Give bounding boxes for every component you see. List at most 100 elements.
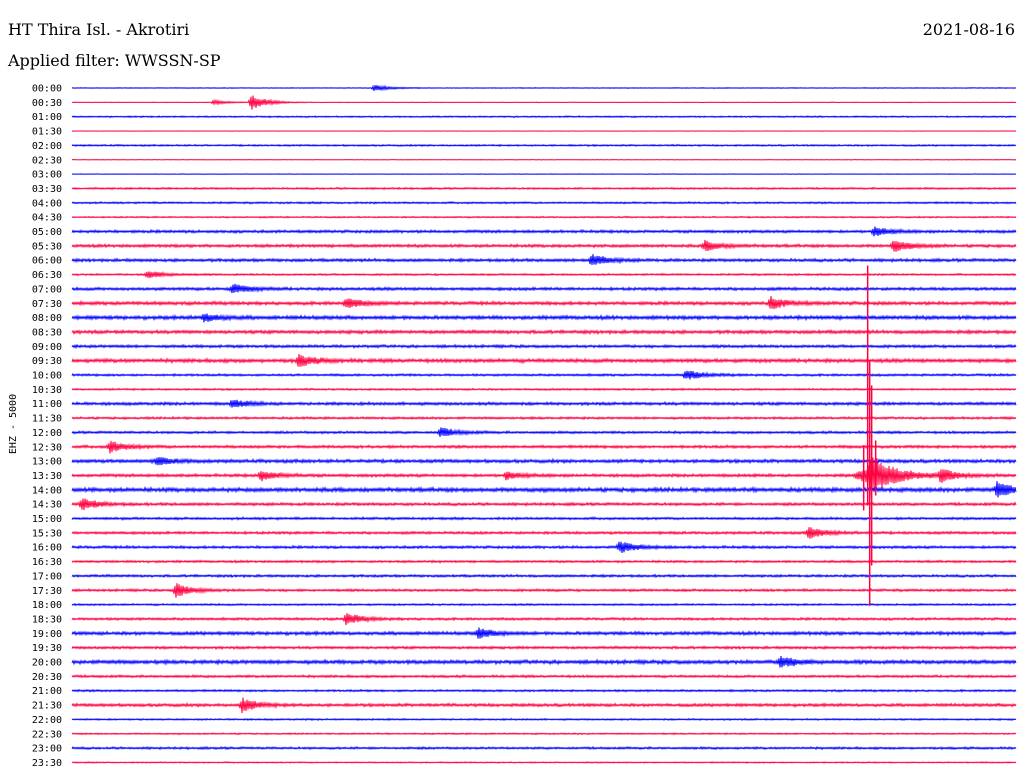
- time-tick-label: 22:30: [32, 729, 62, 740]
- time-tick-label: 09:00: [32, 342, 62, 353]
- time-tick-label: 10:30: [32, 385, 62, 396]
- trace-line: [71, 717, 1017, 722]
- time-tick-label: 06:00: [32, 256, 62, 267]
- time-tick-label: 03:00: [32, 170, 62, 181]
- trace-line: [71, 173, 1017, 175]
- date-label: 2021-08-16: [922, 20, 1015, 39]
- trace-line: [71, 456, 1017, 466]
- trace-line: [71, 573, 1017, 579]
- time-tick-label: 21:00: [32, 686, 62, 697]
- time-tick-label: 20:30: [32, 672, 62, 683]
- time-tick-label: 13:30: [32, 471, 62, 482]
- time-tick-label: 05:30: [32, 241, 62, 252]
- trace-line: [71, 645, 1017, 651]
- trace-line: [71, 343, 1017, 350]
- time-tick-label: 03:30: [32, 184, 62, 195]
- trace-line: [71, 399, 1017, 408]
- time-tick-label: 01:30: [32, 127, 62, 138]
- trace-line: [71, 559, 1017, 564]
- time-tick-label: 00:30: [32, 98, 62, 109]
- trace-line: [71, 583, 1017, 598]
- trace-line: [71, 370, 1017, 380]
- time-tick-label: 22:00: [32, 715, 62, 726]
- trace-line: [71, 328, 1017, 336]
- trace-line: [71, 95, 1017, 110]
- trace-line: [71, 516, 1017, 521]
- time-tick-label: 11:00: [32, 399, 62, 410]
- time-tick-label: 04:30: [32, 213, 62, 224]
- trace-line: [71, 761, 1017, 764]
- trace-line: [71, 688, 1017, 693]
- time-tick-label: 16:30: [32, 557, 62, 568]
- time-tick-label: 14:30: [32, 500, 62, 511]
- time-tick-label: 07:00: [32, 284, 62, 295]
- time-tick-label: 19:30: [32, 643, 62, 654]
- trace-line: [71, 84, 1017, 92]
- trace-line: [71, 226, 1017, 237]
- trace-line: [71, 143, 1017, 148]
- time-tick-label: 13:00: [32, 457, 62, 468]
- trace-line: [71, 186, 1017, 191]
- time-tick-label: 23:00: [32, 744, 62, 755]
- trace-line: [71, 627, 1017, 639]
- time-tick-label: 17:30: [32, 586, 62, 597]
- time-tick-label: 05:00: [32, 227, 62, 238]
- time-tick-label: 12:30: [32, 442, 62, 453]
- time-tick-label: 16:00: [32, 543, 62, 554]
- channel-label: EHZ - 5000: [8, 394, 19, 454]
- station-title: HT Thira Isl. - Akrotiri: [8, 20, 190, 39]
- trace-line: [71, 697, 1017, 714]
- time-tick-label: 21:30: [32, 701, 62, 712]
- trace-line: [71, 440, 1017, 454]
- trace-line: [71, 296, 1017, 310]
- trace-line: [71, 732, 1017, 736]
- time-tick-label: 17:00: [32, 571, 62, 582]
- trace-line: [71, 239, 1017, 252]
- time-tick-label: 10:00: [32, 371, 62, 382]
- time-tick-label: 23:30: [32, 758, 62, 769]
- time-tick-label: 20:00: [32, 658, 62, 669]
- time-tick-label: 08:00: [32, 313, 62, 324]
- trace-line: [71, 498, 1017, 511]
- time-tick-label: 00:00: [32, 84, 62, 95]
- trace-line: [71, 254, 1017, 265]
- trace-line: [71, 602, 1017, 607]
- time-tick-labels: 00:00 00:30 01:00 01:30 02:00 02:30 03:00 03:30…: [32, 84, 62, 769]
- trace-line: [71, 283, 1017, 294]
- trace-line: [71, 158, 1017, 161]
- trace-line: [71, 387, 1017, 392]
- time-tick-label: 09:30: [32, 356, 62, 367]
- time-tick-label: 07:30: [32, 299, 62, 310]
- time-tick-label: 18:00: [32, 600, 62, 611]
- time-tick-label: 02:30: [32, 155, 62, 166]
- trace-line: [71, 200, 1017, 205]
- trace-line: [71, 541, 1017, 553]
- trace-group: [71, 84, 1017, 764]
- trace-line: [71, 415, 1017, 421]
- trace-line: [71, 313, 1017, 323]
- trace-line: [71, 527, 1017, 539]
- trace-line: [71, 353, 1017, 367]
- trace-line: [71, 673, 1017, 679]
- trace-line: [71, 745, 1017, 751]
- trace-line: [71, 115, 1017, 119]
- time-tick-label: 15:00: [32, 514, 62, 525]
- time-tick-label: 14:00: [32, 485, 62, 496]
- time-tick-label: 04:00: [32, 198, 62, 209]
- trace-line: [71, 481, 1017, 498]
- time-tick-label: 18:30: [32, 614, 62, 625]
- trace-line: [71, 655, 1017, 668]
- trace-line: [71, 457, 1017, 499]
- trace-line: [71, 613, 1017, 626]
- time-tick-label: 15:30: [32, 528, 62, 539]
- trace-line: [71, 270, 1017, 279]
- time-tick-label: 02:00: [32, 141, 62, 152]
- time-tick-label: 06:30: [32, 270, 62, 281]
- time-tick-label: 11:30: [32, 414, 62, 425]
- trace-line: [71, 215, 1017, 219]
- time-tick-label: 08:30: [32, 327, 62, 338]
- time-tick-label: 19:00: [32, 629, 62, 640]
- time-tick-label: 01:00: [32, 112, 62, 123]
- trace-line: [71, 427, 1017, 437]
